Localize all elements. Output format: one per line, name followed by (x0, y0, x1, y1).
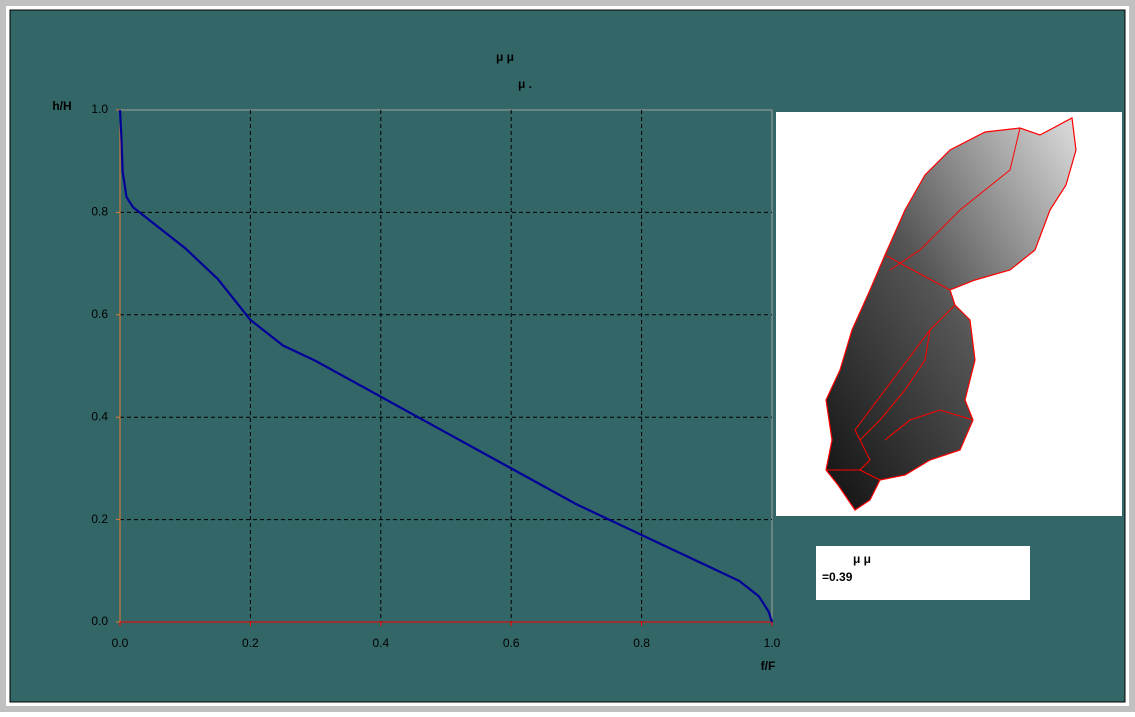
x-tick-label: 0.6 (503, 636, 520, 650)
chart-title: μ . (518, 77, 532, 91)
x-tick-label: 0.4 (372, 636, 389, 650)
y-tick-label: 0.6 (91, 307, 108, 321)
y-tick-label: 0.0 (91, 614, 108, 628)
y-tick-label: 0.2 (91, 512, 108, 526)
y-tick-label: 0.4 (91, 409, 108, 423)
map-image (776, 112, 1122, 516)
chart-title: μ μ (496, 50, 514, 64)
annotation: μ μ (853, 552, 871, 566)
x-tick-label: 1.0 (764, 636, 781, 650)
x-axis-label: f/F (761, 659, 776, 673)
annotation: =0.39 (822, 570, 853, 584)
y-tick-label: 0.8 (91, 205, 108, 219)
x-tick-label: 0.8 (633, 636, 650, 650)
page: {"chart_data": {"type": "line", "title":… (0, 0, 1135, 717)
y-tick-label: 1.0 (91, 102, 108, 116)
x-tick-label: 0.0 (112, 636, 129, 650)
chart: μ μ μ . h/H f/F μ μ =0.39 0.0 0.2 0.4 0.6 0.… (0, 0, 1135, 712)
y-axis-label: h/H (52, 99, 71, 113)
x-tick-label: 0.2 (242, 636, 259, 650)
